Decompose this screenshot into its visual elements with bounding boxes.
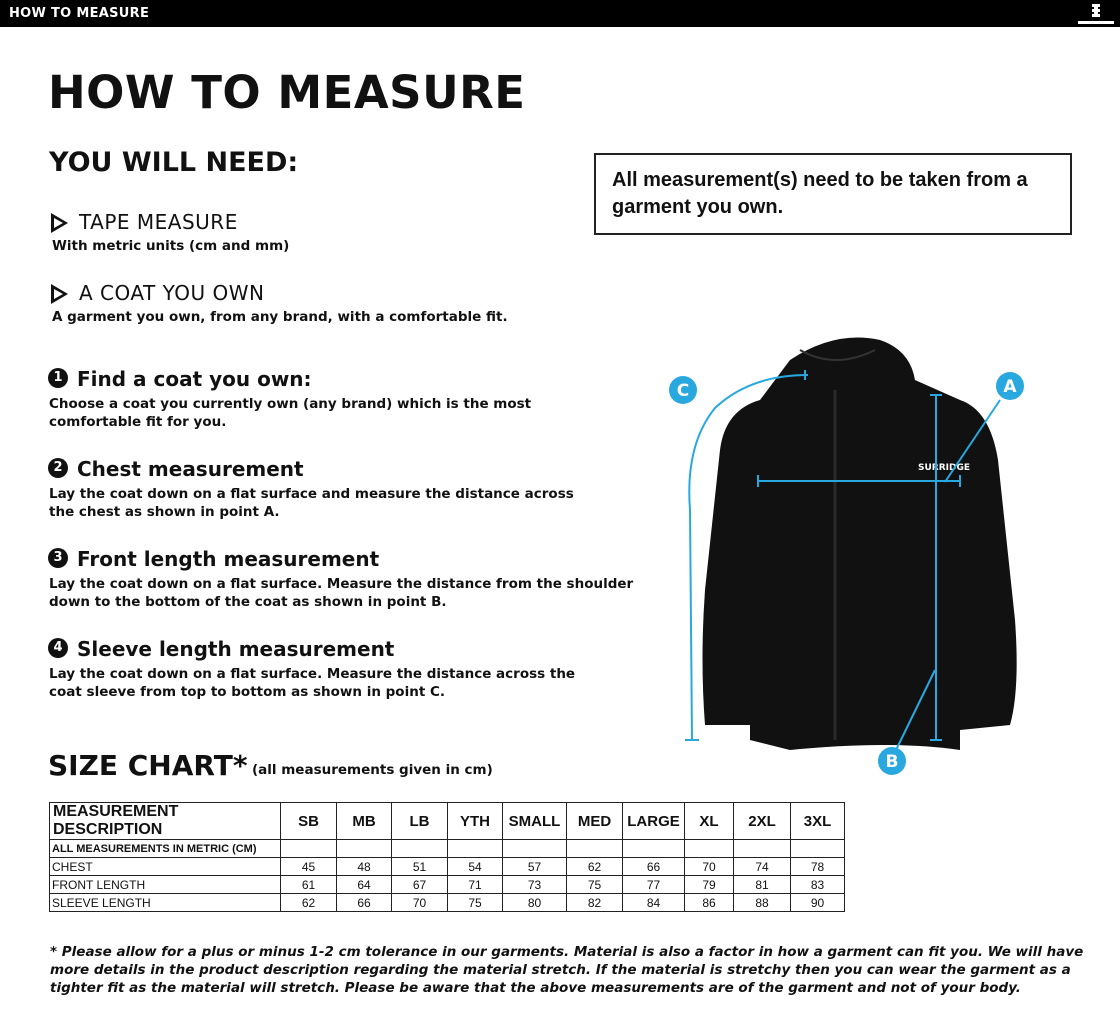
size-header: XL [684,802,734,840]
jacket-image [702,337,1017,750]
cell-value: 83 [790,875,845,894]
row-label: CHEST [49,857,281,876]
step-desc: Lay the coat down on a flat surface. Mea… [49,576,634,610]
cell-value: 61 [280,875,337,894]
surridge-logo [1078,4,1114,24]
need-item-label: TAPE MEASURE [79,210,238,234]
step-number-icon: 1 [48,368,68,388]
jacket-logo: SURRIDGE [918,463,970,473]
size-header: MED [566,802,623,840]
header-desc: MEASUREMENT DESCRIPTION [49,802,281,840]
table-row: SLEEVE LENGTH 62 66 70 75 80 82 84 86 88 90 [49,893,845,912]
cell-value: 79 [684,875,734,894]
jacket-diagram: SURRIDGE C A B [669,337,1024,775]
size-header: MB [336,802,392,840]
cell-value: 81 [733,875,791,894]
subheader: ALL MEASUREMENTS IN METRIC (CM) [49,839,281,858]
size-chart-title: SIZE CHART* [48,749,248,782]
chest-line-a [757,475,961,487]
step-title: Chest measurement [77,457,304,481]
top-bar [0,0,1120,27]
arrow-icon [51,284,68,304]
step-number-icon: 3 [48,548,68,568]
need-item-label: A COAT YOU OWN [79,281,265,305]
cell-value: 51 [391,857,448,876]
cell-value: 77 [622,875,685,894]
cell-value: 90 [790,893,845,912]
cell-value: 80 [502,893,567,912]
cell-value: 66 [622,857,685,876]
footnote: * Please allow for a plus or minus 1-2 c… [50,944,1084,996]
step-title: Sleeve length measurement [77,637,395,661]
table-row: CHEST 45 48 51 54 57 62 66 70 74 78 [49,857,845,876]
cell-value: 74 [733,857,791,876]
size-header: LARGE [622,802,685,840]
size-header: YTH [447,802,503,840]
size-header: 2XL [733,802,791,840]
note-box: All measurement(s) need to be taken from… [594,153,1072,235]
cell-value: 88 [733,893,791,912]
cell-value: 45 [280,857,337,876]
point-c-label: C [677,381,689,401]
table-subheader-row: ALL MEASUREMENTS IN METRIC (CM) [49,839,845,858]
cell-value: 62 [280,893,337,912]
cell-value: 67 [391,875,448,894]
cell-value: 70 [684,857,734,876]
cell-value: 66 [336,893,392,912]
size-header: SB [280,802,337,840]
step-title: Front length measurement [77,547,380,571]
cell-value: 54 [447,857,503,876]
need-item-desc: With metric units (cm and mm) [52,238,290,254]
cell-value: 57 [502,857,567,876]
table-header-row: MEASUREMENT DESCRIPTION SB MB LB YTH SMA… [49,802,845,840]
cell-value: 64 [336,875,392,894]
point-a-label: A [1003,377,1017,397]
step-number-icon: 4 [48,638,68,658]
cell-value: 75 [447,893,503,912]
step-title: Find a coat you own: [77,367,312,391]
you-will-need-heading: YOU WILL NEED: [49,147,299,178]
arrow-icon [51,213,68,233]
size-table: MEASUREMENT DESCRIPTION SB MB LB YTH SMA… [49,802,845,912]
cell-value: 73 [502,875,567,894]
cell-value: 48 [336,857,392,876]
cell-value: 84 [622,893,685,912]
cell-value: 78 [790,857,845,876]
row-label: SLEEVE LENGTH [49,893,281,912]
size-header: SMALL [502,802,567,840]
sleeve-line-c [688,374,809,741]
measurement-lines [685,370,1001,751]
cell-value: 62 [566,857,623,876]
point-b-label: B [886,752,899,772]
size-chart-subtitle: (all measurements given in cm) [252,762,493,778]
cell-value: 70 [391,893,448,912]
cell-value: 75 [566,875,623,894]
need-item-desc: A garment you own, from any brand, with … [52,309,508,325]
step-desc: Lay the coat down on a flat surface and … [49,486,574,520]
top-bar-title: HOW TO MEASURE [9,6,150,21]
step-number-icon: 2 [48,458,68,478]
cell-value: 71 [447,875,503,894]
cell-value: 86 [684,893,734,912]
page-title: HOW TO MEASURE [48,66,526,119]
row-label: FRONT LENGTH [49,875,281,894]
front-length-line-b [930,394,942,741]
table-row: FRONT LENGTH 61 64 67 71 73 75 77 79 81 83 [49,875,845,894]
size-header: LB [391,802,448,840]
cell-value: 82 [566,893,623,912]
size-header: 3XL [790,802,845,840]
step-desc: Lay the coat down on a flat surface. Mea… [49,666,576,700]
step-desc: Choose a coat you currently own (any bra… [49,396,532,430]
